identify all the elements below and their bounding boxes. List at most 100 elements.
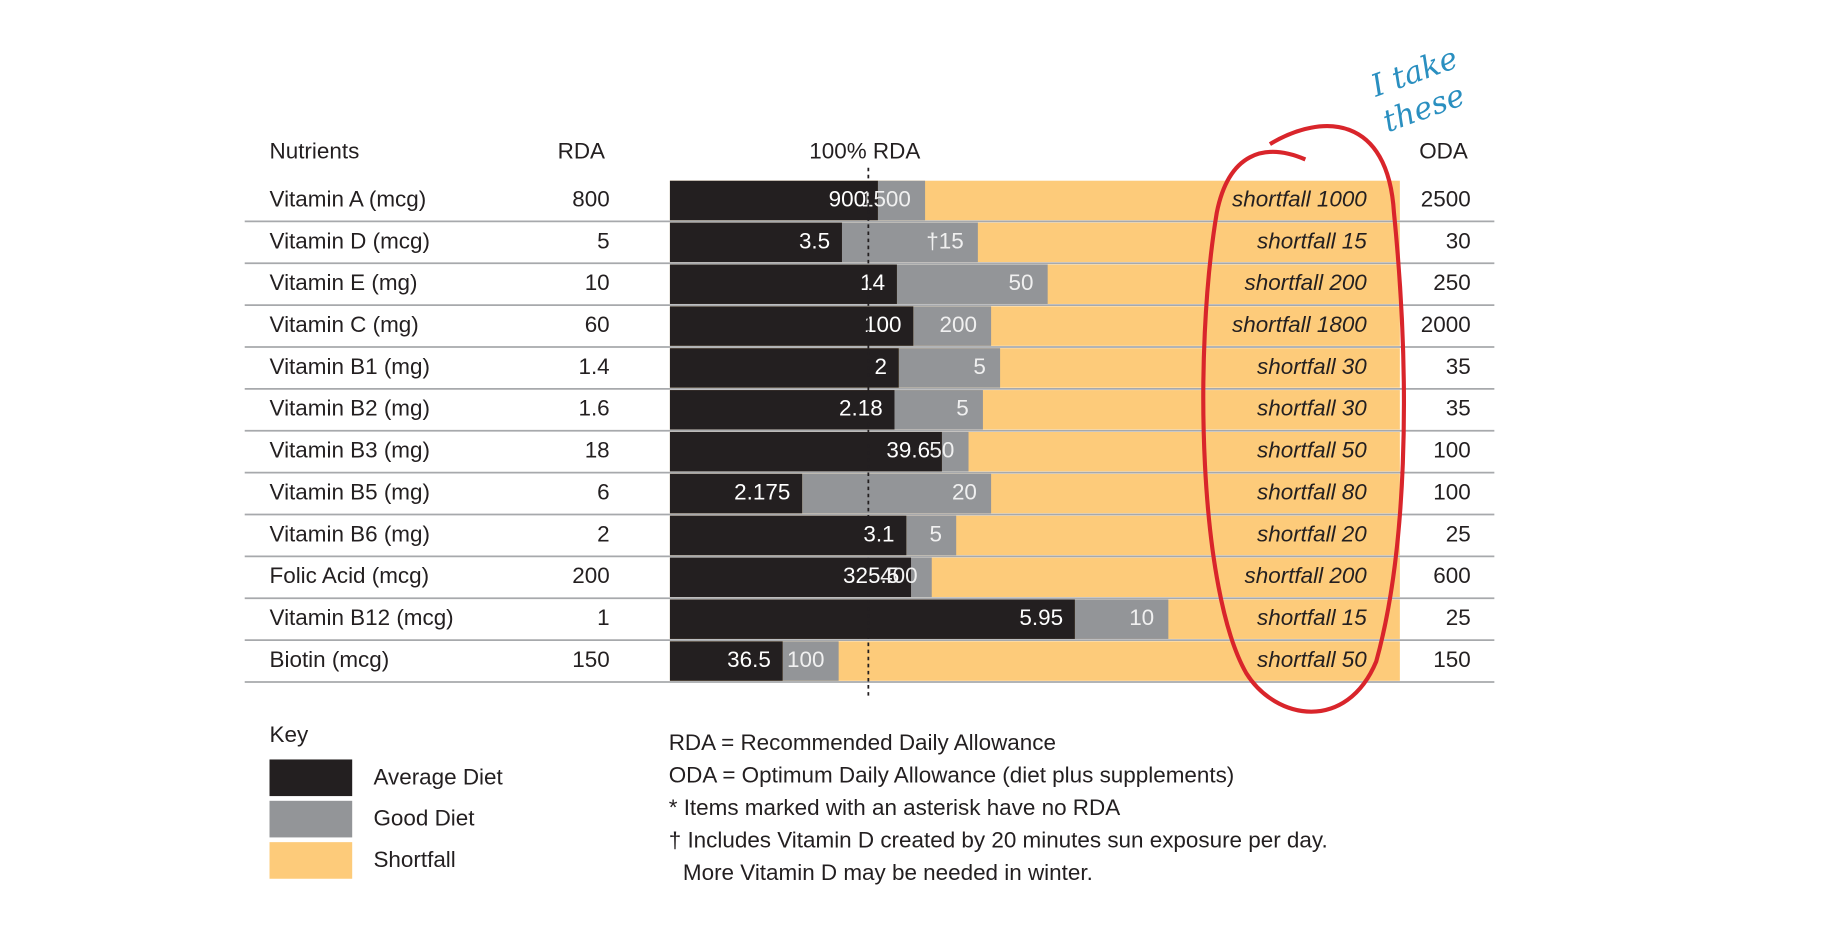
nutrient: Vitamin D (mcg) <box>270 228 430 253</box>
oda-value: 30 <box>1446 228 1471 253</box>
note: RDA = Recommended Daily Allowance <box>669 730 1056 755</box>
good-value: †15 <box>926 228 963 253</box>
good-diet-bar <box>913 306 992 346</box>
average-diet-bar <box>669 180 878 221</box>
average-value: 5.95 <box>1019 605 1063 630</box>
nutrient: Vitamin E (mg) <box>270 270 418 295</box>
shortfall-label: shortfall 200 <box>1245 563 1368 588</box>
average-diet-bar <box>669 557 912 598</box>
shortfall-label: shortfall 1800 <box>1232 312 1367 337</box>
rda-value: 18 <box>585 438 610 463</box>
average-diet-bar <box>669 348 899 388</box>
shortfall-label: shortfall 30 <box>1257 396 1367 421</box>
good-diet-bar <box>877 180 926 221</box>
average-value: 2.175 <box>734 479 790 504</box>
good-value: 400 <box>880 563 917 588</box>
nutrient: Vitamin B1 (mg) <box>270 354 430 379</box>
note: More Vitamin D may be needed in winter. <box>683 860 1093 885</box>
average-diet-bar <box>669 222 842 263</box>
good-diet-bar <box>941 431 969 472</box>
rda-value: 200 <box>572 563 609 588</box>
rda-value: 1 <box>597 605 609 630</box>
header-rda: RDA <box>558 138 605 163</box>
average-diet-bar <box>669 641 783 681</box>
key-title: Key <box>270 722 309 747</box>
average-value: 2 <box>874 354 886 379</box>
good-diet-bar <box>911 557 932 598</box>
average-diet-bar <box>669 473 803 514</box>
key-swatch <box>269 800 353 838</box>
shortfall-label: shortfall 50 <box>1257 438 1367 463</box>
nutrient: Vitamin B6 (mg) <box>270 521 430 546</box>
rda-value: 6 <box>597 479 609 504</box>
good-value: 50 <box>1009 270 1034 295</box>
shortfall-label: shortfall 1000 <box>1232 186 1367 211</box>
header-rda-line: 100% RDA <box>809 138 920 163</box>
nutrient: Vitamin B2 (mg) <box>270 396 430 421</box>
oda-value: 100 <box>1433 438 1470 463</box>
notes: RDA = Recommended Daily Allowance ODA = O… <box>669 730 1328 885</box>
rda-value: 10 <box>585 270 610 295</box>
nutrient: Vitamin C (mg) <box>270 312 419 337</box>
average-value: 325.5 <box>843 563 899 588</box>
oda-value: 600 <box>1433 563 1470 588</box>
shortfall-label: shortfall 15 <box>1257 228 1367 253</box>
average-diet-bar <box>669 515 907 556</box>
rda-value: 60 <box>585 312 610 337</box>
key-label: Average Diet <box>373 764 503 789</box>
nutrient: Folic Acid (mcg) <box>270 563 430 588</box>
average-value: 36.5 <box>727 647 771 672</box>
header-nutrients: Nutrients <box>270 138 360 163</box>
key-label: Shortfall <box>373 847 455 872</box>
oda-value: 2500 <box>1421 186 1471 211</box>
good-value: 50 <box>929 438 954 463</box>
nutrient: Vitamin B5 (mg) <box>270 479 430 504</box>
average-value: 2.18 <box>839 396 883 421</box>
shortfall-label: shortfall 50 <box>1257 647 1367 672</box>
good-diet-bar <box>802 473 992 514</box>
good-diet-bar <box>841 222 978 263</box>
rda-value: 1.4 <box>578 354 609 379</box>
note: * Items marked with an asterisk have no … <box>669 795 1120 820</box>
shortfall-label: shortfall 15 <box>1257 605 1367 630</box>
good-value: 20 <box>952 479 977 504</box>
oda-value: 25 <box>1446 521 1471 546</box>
oda-value: 150 <box>1433 647 1470 672</box>
average-value: 100 <box>864 312 901 337</box>
nutrient: Biotin (mcg) <box>270 647 390 672</box>
good-diet-bar <box>898 348 1001 388</box>
key-swatch <box>269 759 353 797</box>
nutrient: Vitamin A (mcg) <box>270 186 427 211</box>
good-value: 1500 <box>861 186 911 211</box>
average-diet-bar <box>669 306 914 346</box>
average-diet-bar <box>669 431 942 472</box>
oda-value: 35 <box>1446 354 1471 379</box>
average-diet-bar <box>669 264 897 304</box>
average-diet-bar <box>669 599 1075 639</box>
rda-value: 800 <box>572 186 609 211</box>
oda-value: 25 <box>1446 605 1471 630</box>
oda-value: 2000 <box>1421 312 1471 337</box>
good-value: 5 <box>973 354 985 379</box>
key: Average Diet Good Diet Shortfall <box>269 759 504 879</box>
average-value: 14 <box>860 270 885 295</box>
good-value: 10 <box>1129 605 1154 630</box>
good-diet-bar <box>782 641 839 681</box>
good-value: 5 <box>956 396 968 421</box>
average-value: 3.5 <box>799 228 830 253</box>
shortfall-label: shortfall 200 <box>1245 270 1368 295</box>
header-oda: ODA <box>1419 138 1468 163</box>
good-diet-bar <box>906 515 957 556</box>
good-diet-bar <box>894 390 983 430</box>
shortfall-label: shortfall 30 <box>1257 354 1367 379</box>
good-diet-bar <box>896 264 1048 304</box>
shortfall-label: shortfall 80 <box>1257 479 1367 504</box>
shortfall-label: shortfall 20 <box>1257 521 1367 546</box>
good-diet-bar <box>1074 599 1169 639</box>
average-diet-bar <box>669 390 895 430</box>
rda-value: 2 <box>597 521 609 546</box>
nutrient: Vitamin B3 (mg) <box>270 438 430 463</box>
average-value: 900 <box>829 186 866 211</box>
good-value: 100 <box>787 647 824 672</box>
